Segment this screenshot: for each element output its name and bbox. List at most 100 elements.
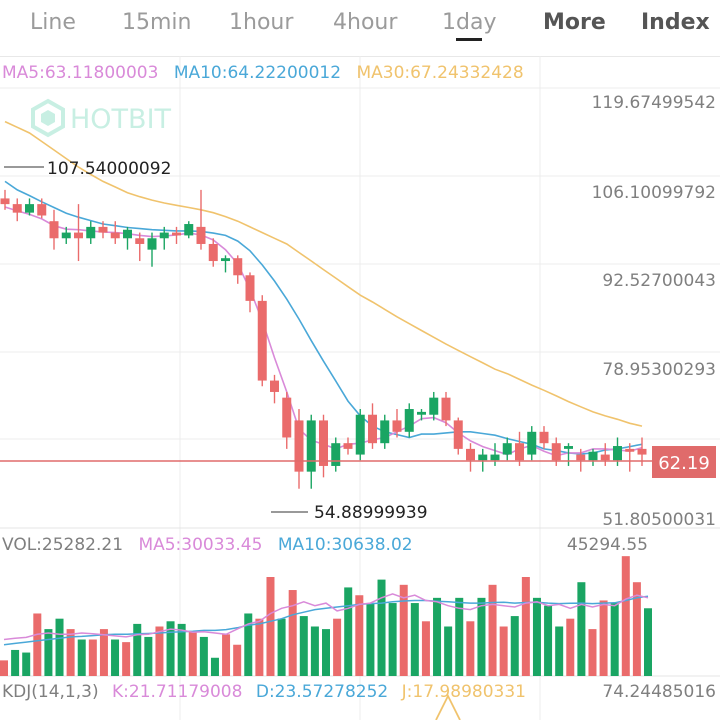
volume-bar [277, 618, 286, 676]
volume-bar [577, 582, 586, 676]
svg-text:KDJ(14,1,3) K:21.71179008: KDJ(14,1,3) K:21.71179008 D:23.57278252 … [2, 682, 526, 702]
candle [588, 448, 598, 466]
tab-1hour[interactable]: 1hour [229, 10, 294, 35]
ma30-line [4, 120, 643, 427]
volume-bar [477, 597, 486, 676]
kdj-max-label: 74.24485016 [602, 682, 716, 702]
candle-body [502, 443, 512, 455]
candle [208, 238, 218, 267]
candle-body [306, 420, 316, 472]
legend-vol-ma10: MA10:30638.02 [278, 535, 413, 555]
candle-body [159, 232, 169, 239]
active-tab-underline [456, 38, 482, 41]
volume-bar [0, 660, 8, 676]
candle-body [588, 451, 598, 461]
volume-bar [644, 608, 652, 676]
volume-bar [455, 597, 464, 676]
y-tick-label: 51.80500031 [602, 510, 716, 530]
volume-bar [444, 626, 453, 676]
candle-body [294, 420, 304, 472]
candle [270, 374, 279, 404]
volume-bar [421, 621, 430, 676]
candle [196, 189, 206, 250]
candle [37, 198, 47, 219]
volume-bar [55, 618, 64, 676]
volume-bar [544, 605, 553, 676]
candle-body [625, 448, 635, 452]
candle-body [380, 420, 390, 444]
volume-bar [366, 603, 375, 676]
candle-body [429, 397, 439, 415]
legend-j: J:17.98980331 [401, 682, 526, 702]
candle-body [37, 204, 47, 216]
candle-body [123, 229, 132, 239]
volume-bar [566, 618, 575, 676]
tab-index[interactable]: Index [641, 10, 710, 35]
candle [355, 409, 365, 461]
candle [98, 221, 108, 239]
volume-ma5-path [3, 593, 649, 641]
volume-bar [11, 649, 20, 676]
volume-bar [632, 582, 641, 676]
current-price-badge [652, 446, 716, 478]
candle-body [355, 414, 365, 455]
volume-max-label: 45294.55 [567, 535, 648, 555]
volume-bar [488, 584, 497, 676]
candle [453, 417, 463, 455]
volume-bar [410, 603, 419, 676]
candle-body [196, 226, 206, 244]
candle-body [98, 226, 108, 233]
candles [0, 189, 647, 489]
candle [257, 295, 267, 387]
volume-bar [433, 597, 442, 676]
tab-15min[interactable]: 15min [122, 10, 192, 35]
candle-body [147, 238, 157, 250]
candle-body [135, 238, 145, 244]
volume-bar [599, 600, 608, 676]
candle [331, 437, 341, 472]
candle [380, 414, 390, 449]
candle-body [86, 226, 96, 239]
hotbit-logo-icon [31, 98, 65, 138]
tab-4hour[interactable]: 4hour [333, 10, 398, 35]
volume-bars [0, 556, 652, 676]
candle-body [74, 232, 83, 239]
volume-bar [233, 644, 242, 676]
candle-body [441, 397, 451, 421]
tab-more[interactable]: More [543, 10, 606, 35]
candle-body [12, 204, 22, 213]
candle-body [233, 258, 243, 276]
volume-bar [344, 587, 353, 676]
tab-line[interactable]: Line [30, 10, 76, 35]
period-tabs: Line 15min 1hour 4hour 1day More Index [0, 0, 720, 57]
legend-d: D:23.57278252 [256, 682, 388, 702]
volume-bar [66, 629, 75, 676]
volume-bar [466, 621, 475, 676]
volume-bar [555, 626, 564, 676]
volume-bar [610, 603, 619, 676]
volume-bar [22, 652, 31, 676]
volume-bar [166, 621, 175, 676]
candle-body [404, 409, 414, 432]
y-tick-label: 106.10099792 [592, 183, 716, 203]
volume-bar [33, 613, 42, 676]
candle-body [613, 446, 622, 461]
volume-bar [222, 634, 231, 676]
candle-body [110, 232, 120, 239]
volume-bar [255, 618, 264, 676]
current-price-label: 62.19 [658, 453, 710, 474]
candle [123, 226, 132, 250]
candle [539, 426, 549, 449]
kdj-lines [435, 693, 461, 720]
candle [404, 403, 414, 438]
volume-bar [111, 639, 120, 676]
volume-bar [588, 629, 597, 676]
candle [61, 226, 71, 244]
y-tick-label: 92.52700043 [602, 271, 716, 291]
candle [184, 221, 194, 239]
candle-body [49, 221, 59, 239]
tab-1day[interactable]: 1day [442, 10, 497, 35]
candle-body [392, 420, 402, 432]
legend-ma30: MA30:67.24332428 [356, 63, 523, 83]
